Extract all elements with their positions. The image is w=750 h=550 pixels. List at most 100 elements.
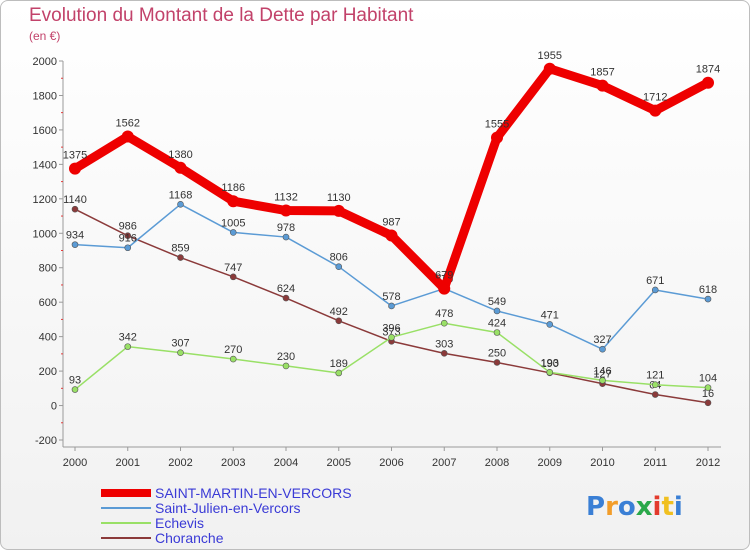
data-point <box>493 359 501 366</box>
data-label: 987 <box>382 217 400 229</box>
series-line-main <box>70 64 713 294</box>
y-tick-label: 800 <box>39 263 57 275</box>
data-label: 193 <box>541 357 559 369</box>
data-label: 1130 <box>327 192 351 204</box>
x-tick-label: 2011 <box>643 457 667 469</box>
logo-letter: P <box>586 492 606 522</box>
data-label: 549 <box>488 296 506 308</box>
data-label: 1712 <box>643 92 667 104</box>
data-point <box>282 233 290 241</box>
data-point <box>651 286 659 294</box>
data-label: 1380 <box>168 149 192 161</box>
data-label: 1874 <box>696 64 720 76</box>
data-label: 578 <box>382 291 400 303</box>
data-point <box>651 391 659 398</box>
data-point <box>440 350 448 357</box>
x-tick-label: 2012 <box>696 457 720 469</box>
data-label: 1140 <box>63 194 87 206</box>
data-label: 104 <box>699 373 717 385</box>
proxiti-logo: Proxiti <box>586 492 683 522</box>
data-point <box>124 244 132 252</box>
data-point <box>177 349 184 356</box>
data-label: 1005 <box>221 217 245 229</box>
data-label: 16 <box>702 388 714 400</box>
legend-swatch <box>101 522 151 524</box>
data-label: 934 <box>66 230 84 242</box>
data-point <box>71 205 79 213</box>
data-point <box>491 131 503 144</box>
x-tick-label: 2002 <box>168 457 192 469</box>
y-tick-label: 400 <box>39 332 57 344</box>
data-label: 986 <box>119 221 137 233</box>
data-label: 978 <box>277 222 295 234</box>
data-label: 190 <box>541 358 559 370</box>
data-label: 624 <box>277 283 295 295</box>
data-point <box>71 241 79 248</box>
x-tick-label: 2000 <box>63 457 87 469</box>
y-tick-label: 2000 <box>33 56 57 68</box>
data-point <box>69 162 81 175</box>
data-label: 307 <box>171 338 189 350</box>
data-label: 127 <box>593 369 611 381</box>
data-point <box>227 195 240 208</box>
x-tick-label: 2009 <box>538 457 562 469</box>
legend-label: SAINT-MARTIN-EN-VERCORS <box>155 485 352 501</box>
data-point <box>493 307 501 315</box>
data-label: 189 <box>330 358 348 370</box>
data-label: 478 <box>435 308 453 320</box>
chart-subtitle: (en €) <box>29 29 61 43</box>
data-point <box>335 369 343 377</box>
y-tick-label: 200 <box>39 366 57 378</box>
data-label: 679 <box>435 270 453 282</box>
data-point <box>177 254 184 261</box>
data-label: 250 <box>488 347 506 359</box>
data-point <box>229 355 237 363</box>
data-label: 1562 <box>116 117 140 129</box>
data-point <box>332 204 345 217</box>
data-label: 146 <box>593 365 611 377</box>
data-label: 618 <box>699 284 717 296</box>
legend-swatch <box>101 507 151 509</box>
data-label: 747 <box>224 262 242 274</box>
data-point <box>335 263 343 270</box>
data-point <box>596 79 609 92</box>
x-tick-label: 2006 <box>379 457 403 469</box>
legend-swatch <box>101 537 151 539</box>
data-point <box>121 130 134 143</box>
data-point <box>174 161 187 174</box>
data-label: 806 <box>330 252 348 264</box>
y-tick-label: 1600 <box>33 125 57 137</box>
data-label: 1168 <box>169 189 193 201</box>
data-point <box>335 317 343 325</box>
data-label: 1186 <box>221 182 245 194</box>
data-label: 303 <box>435 338 453 350</box>
logo-letter: t <box>661 492 674 522</box>
legend-swatch <box>101 489 151 497</box>
data-label: 270 <box>224 344 242 356</box>
data-point <box>229 229 237 236</box>
x-tick-label: 2008 <box>485 457 509 469</box>
data-label: 121 <box>646 370 664 382</box>
data-point <box>282 294 290 302</box>
data-point <box>385 229 398 242</box>
data-point <box>493 329 501 336</box>
data-label: 671 <box>646 275 664 287</box>
data-point <box>543 62 556 75</box>
data-label: 1375 <box>63 150 87 162</box>
data-point <box>649 104 662 117</box>
data-point <box>546 368 554 376</box>
legend-label: Saint-Julien-en-Vercors <box>155 500 301 516</box>
y-tick-label: 1200 <box>33 194 57 206</box>
data-point <box>388 334 395 341</box>
data-point <box>124 232 132 239</box>
data-label: 471 <box>541 309 559 321</box>
data-point <box>280 204 292 217</box>
data-point <box>124 343 132 350</box>
x-tick-label: 2007 <box>432 457 456 469</box>
logo-letter: r <box>605 492 618 522</box>
y-tick-label: 600 <box>39 297 57 309</box>
data-point <box>440 319 448 327</box>
data-point <box>546 321 554 328</box>
